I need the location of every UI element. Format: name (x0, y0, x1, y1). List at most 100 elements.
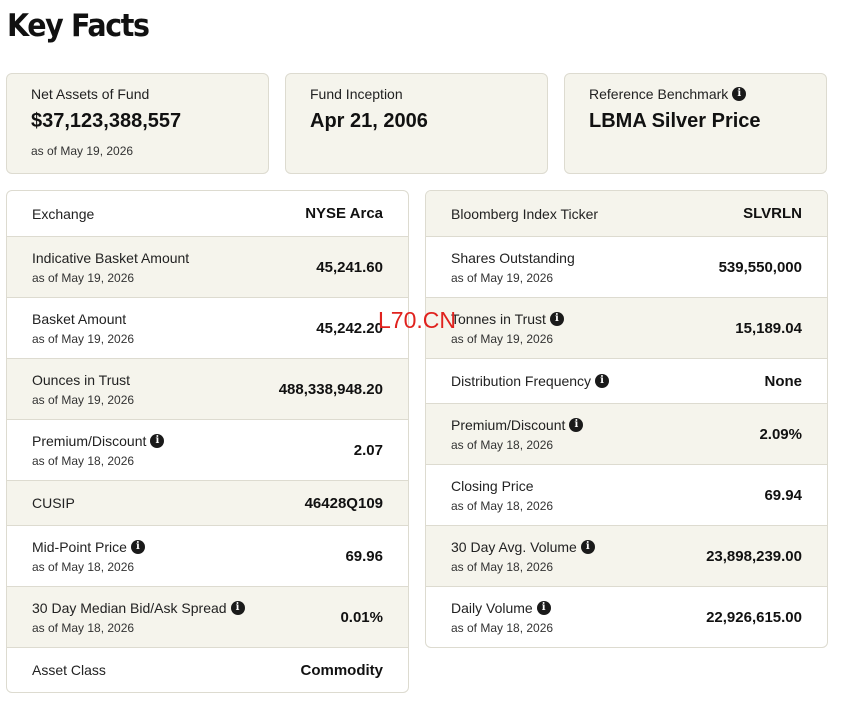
fact-label: Indicative Basket Amount (32, 249, 190, 266)
fact-row-left: Tonnes in Trust i as of May 19, 2026 (451, 311, 564, 346)
fact-label-wrap: Closing Price (451, 478, 553, 494)
fact-label-wrap: Mid-Point Price i (32, 539, 145, 555)
fact-label-wrap: 30 Day Median Bid/Ask Spread i (32, 600, 245, 616)
fact-label: Ounces in Trust (32, 371, 131, 388)
card-value: Apr 21, 2006 (310, 110, 428, 132)
info-icon[interactable]: i (595, 374, 610, 388)
fact-row: 30 Day Median Bid/Ask Spread i as of May 1… (7, 586, 408, 647)
fact-label-wrap: Indicative Basket Amount (32, 250, 189, 266)
fact-row-left: Basket Amount as of May 19, 2026 (32, 311, 134, 346)
fact-row-left: Exchange (32, 206, 94, 222)
fact-label-wrap: Asset Class (32, 662, 106, 678)
fact-label-wrap: Shares Outstanding (451, 250, 575, 266)
card-value: LBMA Silver Price (589, 110, 761, 132)
info-icon[interactable]: i (580, 539, 595, 554)
card-label-wrap: Reference Benchmark i (589, 86, 826, 102)
fact-as-of: as of May 18, 2026 (32, 559, 135, 574)
fact-label: Premium/Discount (32, 432, 147, 449)
fact-row: Premium/Discount i as of May 18, 2026 2.09% (426, 403, 827, 464)
fact-row: Mid-Point Price i as of May 18, 2026 69.96 (7, 525, 408, 586)
fact-value: 45,241.60 (316, 258, 383, 276)
fact-value: 2.07 (353, 441, 383, 459)
fact-label: Tonnes in Trust (451, 310, 546, 327)
fact-value: NYSE Arca (305, 205, 383, 222)
fact-label-wrap: Basket Amount (32, 311, 134, 327)
fact-label-wrap: Distribution Frequency i (451, 373, 610, 389)
reference-benchmark-card: Reference Benchmark i LBMA Silver Price (564, 73, 827, 174)
fact-label-wrap: Bloomberg Index Ticker (451, 206, 598, 222)
fact-as-of: as of May 18, 2026 (451, 620, 554, 635)
fact-value: 69.96 (345, 547, 383, 565)
fact-label: CUSIP (32, 495, 75, 511)
info-icon[interactable]: i (569, 417, 584, 432)
fact-row: Distribution Frequency i None (426, 358, 827, 403)
fact-row-left: 30 Day Avg. Volume i as of May 18, 2026 (451, 539, 595, 574)
fact-row: CUSIP 46428Q109 (7, 480, 408, 525)
fact-row: Premium/Discount i as of May 18, 2026 2.07 (7, 419, 408, 480)
card-label: Net Assets of Fund (31, 86, 150, 102)
info-icon[interactable]: i (130, 539, 145, 554)
card-as-of: as of May 19, 2026 (31, 144, 134, 158)
fact-label-wrap: Exchange (32, 206, 94, 222)
watermark-text: L70.CN (378, 307, 456, 333)
fact-row-left: CUSIP (32, 495, 75, 511)
fact-as-of: as of May 19, 2026 (451, 270, 554, 285)
fact-label: Asset Class (32, 662, 106, 678)
fact-value: 2.09% (759, 425, 802, 443)
fact-value: 539,550,000 (718, 258, 802, 276)
fact-row: Basket Amount as of May 19, 2026 45,242.20 (7, 297, 408, 358)
fact-row: Tonnes in Trust i as of May 19, 2026 15,189… (426, 297, 827, 358)
fact-row-left: 30 Day Median Bid/Ask Spread i as of May 1… (32, 600, 245, 635)
fact-label-wrap: Premium/Discount i (451, 416, 584, 433)
fact-label: Bloomberg Index Ticker (451, 205, 599, 222)
fact-label-wrap: 30 Day Avg. Volume i (451, 539, 595, 555)
info-icon[interactable]: i (536, 600, 551, 615)
card-value: $37,123,388,557 (31, 110, 182, 132)
fact-as-of: as of May 18, 2026 (32, 453, 135, 468)
info-icon[interactable]: i (549, 311, 564, 326)
fact-row-left: Closing Price as of May 18, 2026 (451, 478, 553, 513)
info-icon[interactable]: i (732, 87, 747, 101)
key-facts-table-left: Exchange NYSE Arca Indicative Basket Amoun… (6, 190, 409, 693)
fact-as-of: as of May 19, 2026 (32, 270, 135, 285)
fact-row: Shares Outstanding as of May 19, 2026 539,… (426, 236, 827, 297)
fund-inception-card: Fund Inception Apr 21, 2006 (285, 73, 548, 174)
fact-row-left: Asset Class (32, 662, 106, 678)
fact-as-of: as of May 18, 2026 (451, 437, 554, 452)
card-label: Fund Inception (310, 86, 403, 102)
fact-label: Basket Amount (32, 310, 127, 327)
fact-label: Premium/Discount (451, 416, 566, 433)
fact-as-of: as of May 19, 2026 (451, 331, 554, 346)
page-title: Key Facts (7, 8, 150, 44)
fact-row-left: Premium/Discount i as of May 18, 2026 (451, 416, 584, 452)
fact-value: 69.94 (764, 486, 802, 504)
fact-label: Distribution Frequency (451, 373, 592, 389)
key-facts-table-right: Bloomberg Index Ticker SLVRLN Shares Outst… (425, 190, 828, 648)
fact-row-left: Indicative Basket Amount as of May 19, 20… (32, 250, 189, 285)
fact-label: Closing Price (451, 477, 534, 494)
fact-row: Exchange NYSE Arca (7, 191, 408, 236)
info-icon[interactable]: i (150, 433, 165, 448)
fact-row-left: Mid-Point Price i as of May 18, 2026 (32, 539, 145, 574)
fact-label-wrap: CUSIP (32, 495, 75, 511)
net-assets-card: Net Assets of Fund $37,123,388,557 as of… (6, 73, 269, 174)
fact-as-of: as of May 18, 2026 (451, 559, 554, 574)
fact-as-of: as of May 18, 2026 (451, 498, 554, 513)
fact-label: Daily Volume (451, 599, 533, 616)
fact-value: 23,898,239.00 (706, 547, 802, 565)
fact-row: Ounces in Trust as of May 19, 2026 488,338… (7, 358, 408, 419)
fact-row-left: Shares Outstanding as of May 19, 2026 (451, 250, 575, 285)
fact-row-left: Ounces in Trust as of May 19, 2026 (32, 372, 134, 407)
fact-label-wrap: Premium/Discount i (32, 432, 165, 449)
fact-row: Indicative Basket Amount as of May 19, 20… (7, 236, 408, 297)
fact-row: Asset Class Commodity (7, 647, 408, 692)
fact-value: 22,926,615.00 (706, 608, 802, 626)
fact-as-of: as of May 19, 2026 (32, 392, 135, 407)
fact-value: 15,189.04 (735, 319, 802, 337)
fact-row-left: Premium/Discount i as of May 18, 2026 (32, 432, 165, 468)
fact-label-wrap: Daily Volume i (451, 600, 553, 616)
info-icon[interactable]: i (230, 600, 245, 615)
fact-value: 0.01% (340, 608, 383, 626)
fact-value: 46428Q109 (304, 494, 383, 512)
fact-row: 30 Day Avg. Volume i as of May 18, 2026 23,… (426, 525, 827, 586)
